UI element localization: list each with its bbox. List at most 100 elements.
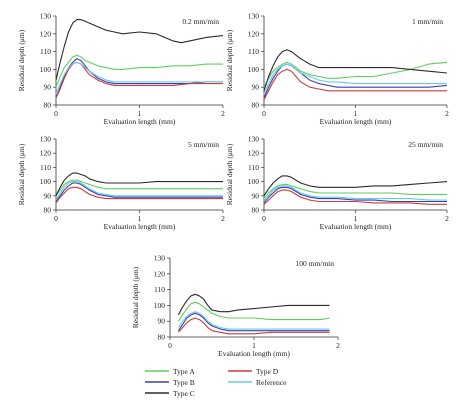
series-line-type-d (55, 61, 223, 99)
x-tick-label: 2 (221, 109, 225, 118)
y-tick-label: 80 (44, 206, 52, 215)
series-line-type-b (55, 182, 223, 202)
legend-label: Reference (256, 378, 287, 387)
x-tick-label: 0 (54, 214, 58, 223)
x-axis-title: Evaluation length (mm) (104, 222, 176, 231)
y-tick-label: 110 (248, 163, 259, 172)
y-axis-title: Residual depth (μm) (17, 143, 26, 205)
x-tick-label: 0 (168, 341, 172, 350)
x-axis-title: Evaluation length (mm) (218, 349, 290, 358)
x-tick-label: 1 (138, 214, 142, 223)
panel-5: 80 90 100 110 120 130 0 1 2 Evaluation length (mm… (131, 254, 340, 359)
series-line-type-b (263, 63, 448, 99)
x-axis-title: Evaluation length (mm) (104, 117, 176, 126)
y-tick-label: 100 (40, 177, 52, 186)
x-tick-label: 0 (262, 214, 266, 223)
y-tick-label: 100 (248, 177, 260, 186)
series-line-reference (177, 311, 330, 330)
series-line-reference (263, 185, 447, 202)
legend-item-type-c: Type C (145, 389, 195, 398)
y-tick-label: 110 (40, 163, 51, 172)
y-axis-title: Residual depth (μm) (17, 29, 26, 91)
series-line-type-d (55, 186, 223, 204)
panel-1: 80 90 100 110 120 130 0 1 2 Evaluation length (mm… (17, 12, 225, 127)
x-tick-label: 0 (54, 109, 58, 118)
legend-label: Type C (173, 389, 195, 398)
legend-label: Type A (173, 367, 195, 376)
legend-item-type-d: Type D (228, 367, 279, 376)
x-tick-label: 2 (336, 341, 340, 350)
y-tick-label: 120 (248, 149, 260, 158)
panel-title: 100 mm/min (295, 259, 334, 268)
y-tick-label: 80 (44, 101, 52, 110)
series-line-type-a (263, 61, 448, 88)
x-tick-label: 2 (445, 214, 449, 223)
y-axis-title: Residual depth (μm) (225, 29, 234, 91)
y-tick-label: 110 (154, 285, 165, 294)
x-axis-title: Evaluation length (mm) (320, 222, 392, 231)
y-tick-label: 80 (158, 333, 166, 342)
legend-item-type-b: Type B (145, 378, 195, 387)
legend: Type A Type D Type B Reference Type C (145, 367, 287, 398)
y-axis-title: Residual depth (μm) (131, 266, 140, 328)
y-tick-label: 130 (40, 12, 52, 21)
series-line-type-a (177, 301, 330, 322)
series-line-type-a (55, 179, 223, 197)
y-tick-label: 130 (154, 254, 166, 263)
y-tick-label: 120 (154, 269, 166, 278)
y-tick-label: 120 (40, 149, 52, 158)
panel-title: 25 mm/min (408, 140, 443, 149)
y-tick-label: 130 (248, 135, 260, 144)
x-tick-label: 0 (262, 109, 266, 118)
series-line-reference (55, 181, 223, 201)
y-tick-label: 100 (40, 65, 52, 74)
series-line-type-d (263, 68, 447, 100)
legend-label: Type B (173, 378, 195, 387)
panel-title: 5 mm/min (188, 140, 219, 149)
y-tick-label: 100 (248, 65, 260, 74)
panel-title: 1 mm/min (412, 17, 443, 26)
y-axis-title: Residual depth (μm) (225, 143, 234, 205)
series-line-reference (263, 63, 447, 95)
series-line-type-d (263, 189, 447, 205)
y-tick-label: 90 (252, 191, 260, 200)
y-tick-label: 110 (40, 47, 51, 56)
series-line-type-c (55, 19, 224, 81)
y-tick-label: 120 (40, 29, 52, 38)
x-tick-label: 2 (221, 214, 225, 223)
series-line-type-a (263, 183, 447, 199)
y-tick-label: 120 (248, 29, 260, 38)
series-line-type-c (55, 172, 223, 197)
x-tick-label: 1 (138, 109, 142, 118)
series-line-type-d (177, 317, 330, 335)
x-axis-title: Evaluation length (mm) (320, 117, 392, 126)
panel-3: 80 90 100 110 120 130 0 1 2 Evaluation length (mm… (17, 135, 225, 232)
panel-title: 0.2 mm/min (182, 17, 219, 26)
y-tick-label: 90 (158, 317, 166, 326)
series-line-type-c (177, 293, 330, 316)
panel-2: 80 90 100 110 120 130 0 1 2 Evaluation length (mm… (225, 12, 449, 127)
x-tick-label: 1 (354, 109, 358, 118)
y-tick-label: 90 (44, 83, 52, 92)
legend-item-type-a: Type A (145, 367, 195, 376)
y-tick-label: 130 (40, 135, 52, 144)
series-line-type-c (263, 175, 448, 197)
series-line-type-b (177, 312, 330, 332)
y-tick-label: 100 (154, 301, 166, 310)
x-tick-label: 2 (445, 109, 449, 118)
y-tick-label: 80 (252, 206, 260, 215)
y-tick-label: 90 (252, 83, 260, 92)
series-line-type-c (263, 49, 448, 91)
y-tick-label: 90 (44, 191, 52, 200)
y-tick-label: 110 (248, 47, 259, 56)
x-tick-label: 1 (252, 341, 256, 350)
legend-label: Type D (256, 367, 279, 376)
panel-4: 80 90 100 110 120 130 0 1 2 Evaluation length (mm… (225, 135, 449, 232)
series-line-type-a (55, 54, 223, 88)
series-line-reference (55, 61, 223, 95)
x-tick-label: 1 (354, 214, 358, 223)
y-tick-label: 80 (252, 101, 260, 110)
series-line-type-b (263, 186, 447, 204)
legend-item-reference: Reference (228, 378, 287, 387)
